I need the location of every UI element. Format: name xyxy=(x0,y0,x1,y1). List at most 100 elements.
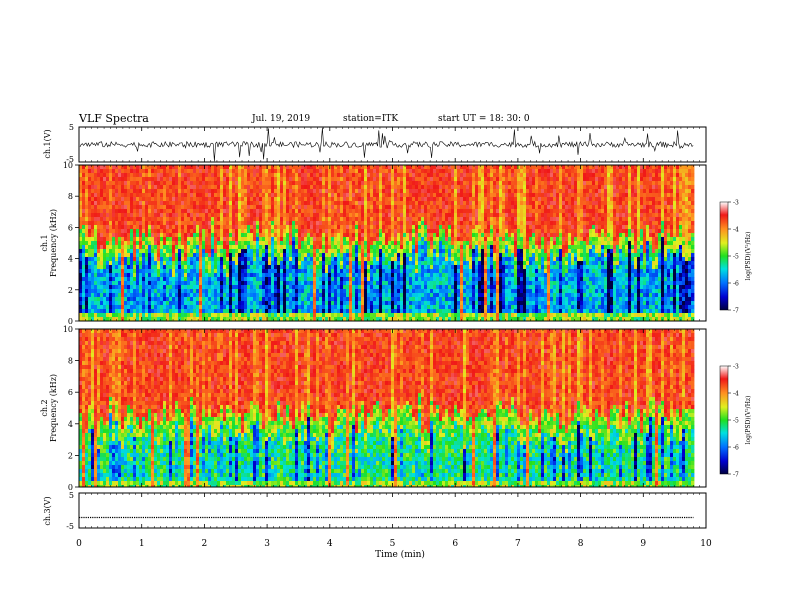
spectrogram-cell xyxy=(304,285,308,290)
spectrogram-cell xyxy=(448,253,452,258)
spectrogram-cell xyxy=(337,233,341,238)
spectrogram-cell xyxy=(448,281,452,286)
spectrogram-cell xyxy=(331,269,335,274)
spectrogram-cell xyxy=(403,233,407,238)
spectrogram-cell xyxy=(199,261,203,266)
spectrogram-cell xyxy=(229,245,233,250)
spectrogram-cell xyxy=(178,229,182,234)
spectrogram-cell xyxy=(406,297,410,302)
spectrogram-cell xyxy=(232,245,236,250)
spectrogram-cell xyxy=(394,169,398,174)
spectrogram-cell xyxy=(280,245,284,250)
spectrogram-cell xyxy=(280,269,284,274)
spectrogram-cell xyxy=(298,181,302,186)
spectrogram-cell xyxy=(349,225,353,230)
spectrogram-cell xyxy=(91,233,95,238)
spectrogram-cell xyxy=(106,209,110,214)
spectrogram-cell xyxy=(205,217,209,222)
spectrogram-cell xyxy=(223,181,227,186)
spectrogram-cell xyxy=(382,237,386,242)
spectrogram-cell xyxy=(184,269,188,274)
spectrogram-cell xyxy=(328,209,332,214)
spectrogram-cell xyxy=(250,209,254,214)
spectrogram-cell xyxy=(166,261,170,266)
spectrogram-cell xyxy=(328,189,332,194)
spectrogram-cell xyxy=(223,273,227,278)
spectrogram-cell xyxy=(220,237,224,242)
spectrogram-cell xyxy=(418,261,422,266)
spectrogram-cell xyxy=(436,241,440,246)
spectrogram-cell xyxy=(172,313,176,318)
spectrogram-cell xyxy=(241,173,245,178)
spectrogram-cell xyxy=(406,213,410,218)
spectrogram-cell xyxy=(280,309,284,314)
spectrogram-cell xyxy=(232,297,236,302)
spectrogram-cell xyxy=(331,253,335,258)
spectrogram-cell xyxy=(337,169,341,174)
spectrogram-cell xyxy=(349,245,353,250)
spectrogram-cell xyxy=(394,249,398,254)
spectrogram-cell xyxy=(133,257,137,262)
spectrogram-cell xyxy=(157,225,161,230)
spectrogram-cell xyxy=(100,197,104,202)
spectrogram-cell xyxy=(427,245,431,250)
spectrogram-cell xyxy=(298,261,302,266)
spectrogram-cell xyxy=(436,309,440,314)
spectrogram-cell xyxy=(370,269,374,274)
spectrogram-cell xyxy=(124,245,128,250)
spectrogram-cell xyxy=(442,297,446,302)
spectrogram-cell xyxy=(283,301,287,306)
spectrogram-cell xyxy=(448,313,452,318)
spectrogram-cell xyxy=(208,257,212,262)
spectrogram-cell xyxy=(136,225,140,230)
spectrogram-cell xyxy=(283,193,287,198)
spectrogram-cell xyxy=(85,301,89,306)
spectrogram-cell xyxy=(235,289,239,294)
spectrogram-cell xyxy=(244,241,248,246)
spectrogram-cell xyxy=(103,309,107,314)
spectrogram-cell xyxy=(88,297,92,302)
spectrogram-cell xyxy=(310,309,314,314)
spectrogram-cell xyxy=(322,225,326,230)
spectrogram-cell xyxy=(280,277,284,282)
spectrogram-cell xyxy=(340,317,344,321)
spectrogram-cell xyxy=(457,209,461,214)
spectrogram-cell xyxy=(226,209,230,214)
spectrogram-cell xyxy=(325,189,329,194)
spectrogram-cell xyxy=(229,201,233,206)
spectrogram-cell xyxy=(454,225,458,230)
spectrogram-cell xyxy=(313,293,317,298)
spectrogram-cell xyxy=(124,273,128,278)
spectrogram-cell xyxy=(421,169,425,174)
spectrogram-cell xyxy=(313,225,317,230)
spectrogram-cell xyxy=(250,309,254,314)
spectrogram-cell xyxy=(331,305,335,310)
spectrogram-cell xyxy=(355,189,359,194)
spectrogram-cell xyxy=(346,301,350,306)
spectrogram-cell xyxy=(265,181,269,186)
spectrogram-cell xyxy=(319,269,323,274)
spectrogram-cell xyxy=(352,273,356,278)
spectrogram-cell xyxy=(238,221,242,226)
spectrogram-cell xyxy=(412,281,416,286)
spectrogram-cell xyxy=(226,277,230,282)
spectrogram-cell xyxy=(103,253,107,258)
spectrogram-cell xyxy=(292,233,296,238)
spectrogram-cell xyxy=(124,217,128,222)
spectrogram-cell xyxy=(406,225,410,230)
spectrogram-cell xyxy=(235,241,239,246)
spectrogram-cell xyxy=(187,165,191,170)
spectrogram-cell xyxy=(379,181,383,186)
spectrogram-cell xyxy=(286,245,290,250)
spectrogram-cell xyxy=(256,265,260,270)
spectrogram-cell xyxy=(184,185,188,190)
spectrogram-cell xyxy=(265,217,269,222)
spectrogram-cell xyxy=(385,173,389,178)
spectrogram-cell xyxy=(286,213,290,218)
spectrogram-cell xyxy=(160,165,164,170)
spectrogram-cell xyxy=(85,185,89,190)
spectrogram-cell xyxy=(169,201,173,206)
spectrogram-cell xyxy=(205,313,209,318)
spectrogram-cell xyxy=(415,229,419,234)
spectrogram-cell xyxy=(340,269,344,274)
